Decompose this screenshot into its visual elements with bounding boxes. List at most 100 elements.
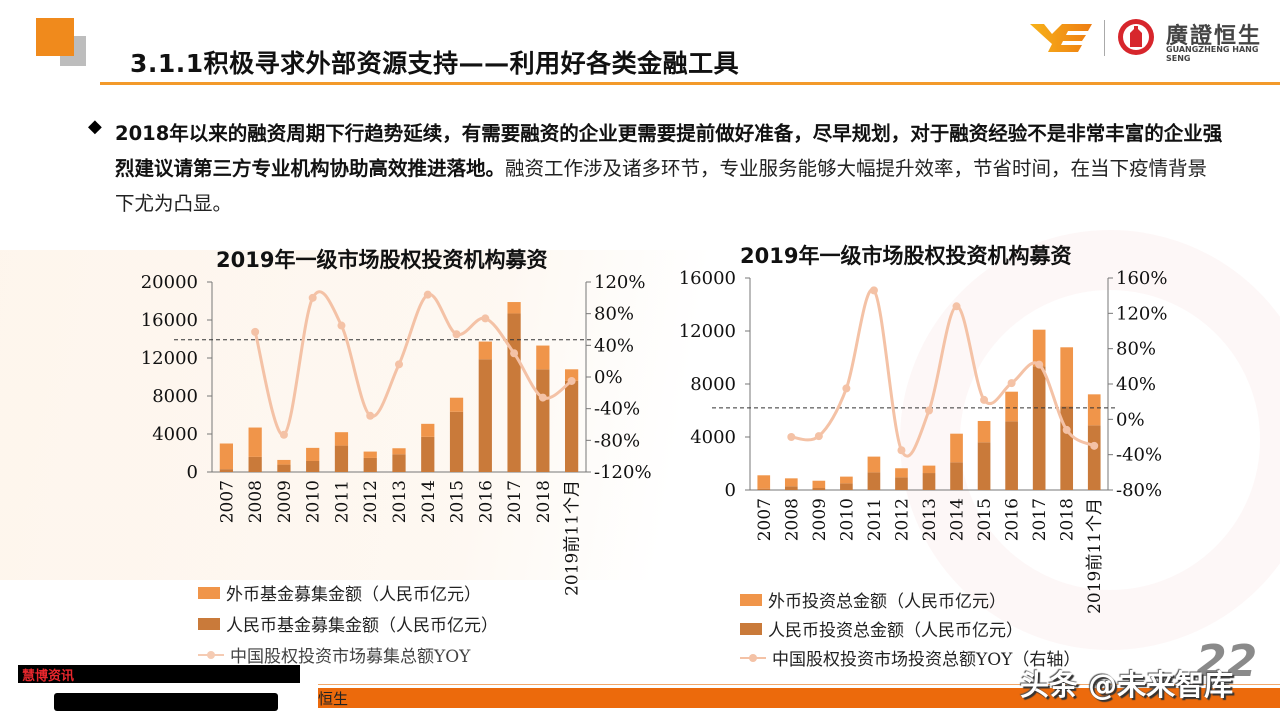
right-tick-label: 120%: [594, 272, 645, 293]
bar-rmb: [867, 472, 881, 490]
bar-rmb: [1087, 425, 1101, 490]
left-tick-label: 0: [187, 462, 198, 483]
right-tick-label: 0%: [1116, 409, 1145, 430]
paragraph-bold-text: 2018年以来的融资周期下行趋势延续，有需要融资的企业更需要提前做好准备，尽早规…: [115, 122, 1223, 180]
right-tick-label: -40%: [1116, 445, 1162, 466]
bar-rmb: [421, 436, 435, 472]
legend-label: 人民币基金募集金额（人民币亿元）: [226, 616, 498, 636]
bar-foreign: [840, 476, 853, 484]
x-tick-label: 2015: [448, 480, 468, 523]
bar-rmb: [757, 488, 771, 490]
bar-foreign: [449, 397, 464, 412]
x-tick-label: 2014: [948, 498, 968, 541]
left-tick-label: 20000: [141, 272, 198, 293]
right-tick-label: 40%: [594, 335, 634, 356]
yoy-point: [952, 302, 961, 311]
left-tick-label: 12000: [141, 348, 198, 369]
yoy-point: [980, 395, 989, 404]
redacted-source-text: 慧博资讯: [22, 669, 75, 684]
legend-label: 中国股权投资市场投资总额YOY（右轴）: [772, 650, 1081, 670]
bar-foreign: [895, 468, 908, 478]
yoy-point: [395, 360, 403, 369]
chart1-legend: 外币基金募集金额（人民币亿元） 人民币基金募集金额（人民币亿元） 中国股权投资市…: [198, 580, 498, 667]
legend-item-yoy: 中国股权投资市场投资总额YOY（右轴）: [740, 645, 1080, 670]
logo-divider: [1104, 20, 1105, 56]
redacted-bar: [54, 693, 278, 711]
bar-rmb: [306, 460, 320, 472]
legend-item-yoy: 中国股权投资市场募集总额YOY: [198, 642, 498, 667]
bar-foreign: [392, 448, 406, 455]
bar-foreign: [363, 451, 377, 458]
bar-rmb: [449, 411, 464, 472]
bar-rmb: [922, 473, 936, 490]
slide-title: 3.1.1积极寻求外部资源支持——利用好各类金融工具: [130, 49, 740, 78]
bar-foreign: [277, 459, 291, 465]
yoy-line: [791, 288, 1095, 458]
footer-divider: [318, 684, 1280, 685]
legend-swatch-rmb: [740, 622, 762, 635]
x-tick-label: 2008: [782, 498, 802, 541]
x-tick-label: 2013: [390, 480, 410, 523]
bar-rmb: [219, 469, 234, 472]
yoy-point: [452, 330, 461, 339]
left-tick-label: 8000: [152, 386, 198, 407]
hang-seng-logo-icon: [1118, 19, 1154, 55]
left-tick-label: 0: [725, 480, 736, 501]
yoy-point: [1090, 441, 1099, 450]
x-tick-label: 2009: [810, 498, 830, 541]
bar-foreign: [219, 443, 234, 470]
yoy-point: [1035, 360, 1044, 369]
bar-foreign: [478, 341, 492, 360]
x-tick-label: 2018: [1058, 498, 1078, 541]
x-tick-label: 2008: [246, 480, 266, 523]
legend-label: 外币基金募集金额（人民币亿元）: [226, 585, 481, 605]
yoy-point: [251, 327, 260, 336]
legend-label: 中国股权投资市场募集总额YOY: [230, 647, 471, 667]
bar-rmb: [784, 486, 798, 490]
left-tick-label: 4000: [690, 427, 736, 448]
bar-foreign: [1032, 329, 1046, 367]
background-watermark-shape: [0, 250, 780, 580]
bar-foreign: [1005, 391, 1018, 422]
x-tick-label: 2016: [476, 480, 496, 523]
chart2-legend: 外币投资总金额（人民币亿元） 人民币投资总金额（人民币亿元） 中国股权投资市场投…: [740, 587, 1080, 670]
x-tick-label: 2016: [1003, 498, 1023, 541]
x-tick-label: 2013: [920, 498, 940, 541]
x-tick-label: 2012: [892, 498, 912, 541]
bar-rmb: [1005, 421, 1018, 490]
yoy-point: [1062, 425, 1071, 434]
legend-label: 人民币投资总金额（人民币亿元）: [768, 621, 1023, 641]
chart1-title: 2019年一级市场股权投资机构募资: [216, 248, 548, 272]
bar-rmb: [478, 359, 492, 472]
corner-decoration-orange: [36, 18, 74, 56]
bar-rmb: [334, 445, 349, 472]
legend-swatch-rmb: [198, 617, 220, 630]
yoy-point: [1007, 379, 1016, 388]
left-tick-label: 4000: [152, 424, 198, 445]
x-tick-label: 2009: [275, 480, 295, 523]
bar-rmb: [895, 477, 908, 490]
bar-rmb: [363, 457, 377, 472]
yoy-point: [925, 406, 933, 415]
legend-item-foreign: 外币投资总金额（人民币亿元）: [740, 587, 1080, 612]
x-tick-label: 2011: [332, 480, 352, 523]
right-tick-label: -120%: [594, 462, 652, 483]
bar-foreign: [757, 475, 771, 489]
bar-foreign: [564, 369, 579, 381]
x-tick-label: 2007: [217, 480, 237, 523]
legend-swatch-foreign: [740, 593, 762, 606]
bar-foreign: [1087, 394, 1101, 426]
bar-rmb: [564, 380, 579, 472]
redacted-source-bar: 慧博资讯: [18, 665, 300, 684]
x-tick-label: 2012: [361, 480, 381, 523]
left-tick-label: 8000: [690, 374, 736, 395]
right-tick-label: 80%: [1116, 339, 1156, 360]
diamond-bullet-icon: ◆: [88, 116, 102, 137]
bar-foreign: [922, 465, 936, 474]
x-tick-label: 2018: [534, 480, 554, 523]
x-tick-label: 2010: [304, 480, 324, 523]
right-tick-label: -80%: [594, 430, 640, 451]
left-tick-label: 16000: [679, 268, 736, 289]
yoy-point: [842, 384, 851, 393]
